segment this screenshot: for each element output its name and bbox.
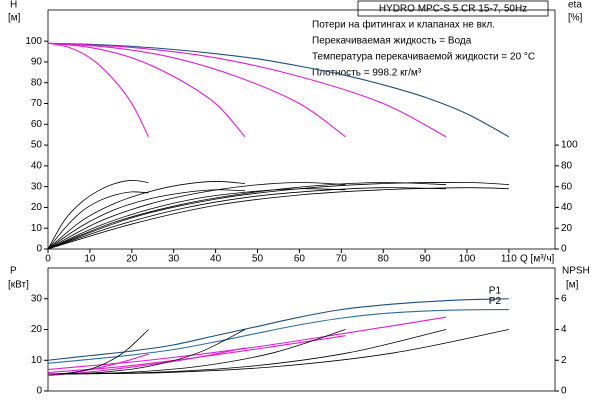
x-tick-label: 10 <box>84 254 96 265</box>
y2-tick-label: 100 <box>561 140 578 151</box>
x-axis-label: Q [м³/ч] <box>520 254 555 265</box>
y2-tick-label: 60 <box>561 181 573 192</box>
x-tick-label: 40 <box>210 254 222 265</box>
y-axis-label: P <box>10 266 17 277</box>
curve <box>47 298 509 361</box>
y-axis-unit: [м] <box>8 13 21 24</box>
curve <box>47 182 447 250</box>
y-tick-label: 90 <box>31 57 43 68</box>
y-tick-label: 50 <box>31 140 43 151</box>
y-tick-label: 10 <box>31 223 43 234</box>
curve <box>47 329 346 375</box>
x-tick-label: 20 <box>126 254 138 265</box>
annotation: Потери на фитингах и клапанах не вкл. <box>312 19 495 31</box>
curve <box>47 329 149 375</box>
x-tick-label: 110 <box>501 254 517 265</box>
curve <box>47 187 447 250</box>
y-axis-label: H <box>10 0 17 11</box>
y2-tick-label: 0 <box>561 244 567 255</box>
curve <box>47 308 509 364</box>
curve <box>47 42 150 138</box>
x-tick-label: 90 <box>420 254 432 265</box>
y-tick-label: 30 <box>31 293 43 304</box>
curve <box>47 189 245 250</box>
curve <box>47 188 346 250</box>
chart-title: HYDRO MPC-S 5 CR 15-7, 50Hz <box>379 4 527 15</box>
y2-tick-label: 4 <box>561 324 567 335</box>
curve <box>47 335 346 374</box>
y2-tick-label: 2 <box>561 355 567 366</box>
curve <box>47 180 149 250</box>
y-tick-label: 80 <box>31 77 43 88</box>
y-tick-label: 30 <box>31 181 43 192</box>
y2-axis-unit: [м] <box>566 280 579 291</box>
plot-frame <box>47 9 556 250</box>
y2-tick-label: 20 <box>561 223 573 234</box>
y2-axis-unit: [%] <box>568 13 583 24</box>
x-tick-label: 100 <box>459 254 476 265</box>
y-tick-label: 10 <box>31 355 43 366</box>
x-tick-label: 60 <box>294 254 306 265</box>
curve <box>47 42 447 138</box>
title-box <box>357 0 549 17</box>
curve <box>47 182 509 250</box>
curve-label: P1 <box>489 285 502 296</box>
x-tick-label: 70 <box>336 254 348 265</box>
curve <box>47 182 346 250</box>
curve-label: P2 <box>489 296 502 307</box>
y-tick-label: 0 <box>36 386 42 397</box>
y2-tick-label: 40 <box>561 202 573 213</box>
curve <box>47 187 509 250</box>
annotation: Температура перекачиваемой жидкости = 20… <box>312 52 535 63</box>
x-tick-label: 0 <box>45 254 51 265</box>
curve <box>47 347 246 377</box>
y-tick-label: 100 <box>25 36 42 47</box>
curve <box>47 191 149 250</box>
y2-tick-label: 80 <box>561 161 573 172</box>
annotation: Плотность = 998.2 кг/м³ <box>312 68 422 79</box>
y2-axis-label: NPSH <box>562 266 590 277</box>
curve <box>47 42 510 138</box>
y-axis-unit: [кВт] <box>8 280 29 291</box>
curve <box>47 329 509 375</box>
x-tick-label: 30 <box>168 254 180 265</box>
y-tick-label: 20 <box>31 202 43 213</box>
y2-axis-label: eta <box>568 0 582 11</box>
annotation: Перекачиваемая жидкость = Вода <box>312 36 472 47</box>
curve <box>47 42 346 138</box>
y2-tick-label: 0 <box>561 386 567 397</box>
y2-tick-label: 6 <box>561 293 567 304</box>
curve <box>47 181 245 250</box>
y-tick-label: 70 <box>31 98 43 109</box>
y-tick-label: 20 <box>31 324 43 335</box>
curve <box>47 42 246 138</box>
y-tick-label: 60 <box>31 119 43 130</box>
y-tick-label: 0 <box>36 244 42 255</box>
y-tick-label: 40 <box>31 161 43 172</box>
curve <box>47 316 447 371</box>
x-tick-label: 80 <box>378 254 390 265</box>
x-tick-label: 50 <box>252 254 264 265</box>
